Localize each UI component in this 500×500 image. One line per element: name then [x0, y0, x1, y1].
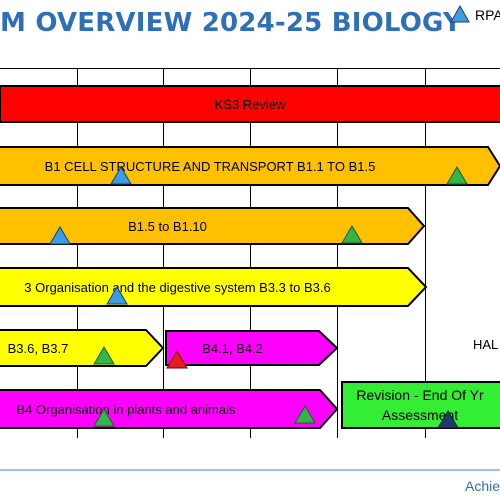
green-triangle-icon — [93, 346, 115, 365]
blue-triangle-icon — [106, 286, 128, 305]
navy-triangle-icon — [437, 410, 459, 429]
green-triangle-icon — [294, 405, 316, 424]
legend-label: RPA — [475, 7, 500, 23]
footer-divider — [0, 469, 500, 471]
timeline-grid — [0, 68, 500, 438]
grid-column-line — [163, 68, 164, 438]
grid-column-line — [250, 68, 251, 438]
bar-ks3-review: KS3 Review — [0, 85, 500, 123]
bar-b4-organisation: B4 Organisation in plants and animals — [0, 389, 339, 429]
red-triangle-icon — [166, 350, 188, 369]
page-title: M OVERVIEW 2024-25 BIOLOGY — [0, 8, 463, 38]
grid-column-line — [337, 68, 338, 438]
bar-b3-organisation: 3 Organisation and the digestive system … — [0, 267, 428, 307]
green-triangle-icon — [446, 166, 468, 185]
bar-b3-6-b3-7: B3.6, B3.7 — [0, 329, 165, 367]
blue-triangle-icon — [450, 5, 470, 23]
green-triangle-icon — [341, 225, 363, 244]
blue-triangle-icon — [110, 166, 132, 185]
grid-column-line — [77, 68, 78, 438]
blue-triangle-icon — [49, 226, 71, 245]
bar-b4-1-b4-2: B4.1, B4.2 — [165, 330, 339, 366]
bar-b1-cell-structure: B1 CELL STRUCTURE AND TRANSPORT B1.1 TO … — [0, 146, 500, 186]
half-term-label: HAL — [473, 337, 499, 352]
footer-text: Achie — [465, 478, 500, 494]
bar-revision: Revision - End Of Yr Assessment — [341, 381, 500, 429]
green-triangle-icon — [93, 408, 115, 427]
grid-column-line — [425, 68, 426, 438]
